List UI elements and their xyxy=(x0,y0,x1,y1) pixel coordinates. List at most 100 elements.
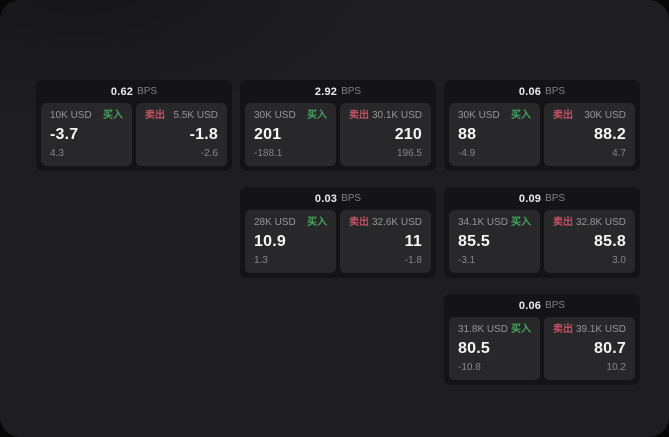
sell-amount: 30K USD xyxy=(584,110,626,121)
sell-tag: 卖出 xyxy=(349,110,369,121)
sell-panel[interactable]: 卖出 30.1K USD 210 196.5 xyxy=(340,103,431,166)
sell-panel-header: 卖出 39.1K USD xyxy=(553,324,626,336)
buy-panel-header: 10K USD 买入 xyxy=(50,110,123,122)
buy-amount: 30K USD xyxy=(254,110,296,121)
card-header: 0.62 BPS xyxy=(41,80,227,103)
sell-sub-value: 3.0 xyxy=(612,255,626,266)
buy-amount: 10K USD xyxy=(50,110,92,121)
sell-panel-header: 卖出 32.8K USD xyxy=(553,217,626,229)
buy-sub-value: 1.3 xyxy=(254,255,268,266)
buy-amount: 31.8K USD xyxy=(458,324,509,335)
bps-value: 0.06 xyxy=(518,299,542,312)
buy-sub-value: -4.9 xyxy=(458,148,476,159)
sell-price: 11 xyxy=(404,233,422,250)
quotes-grid: 0.62 BPS 10K USD 买入 -3.7 4.3 卖出 5.5K USD… xyxy=(36,80,640,385)
bps-unit: BPS xyxy=(341,193,362,204)
buy-panel[interactable]: 31.8K USD 买入 80.5 -10.8 xyxy=(449,317,540,380)
buy-panel[interactable]: 10K USD 买入 -3.7 4.3 xyxy=(41,103,132,166)
buy-panel[interactable]: 30K USD 买入 201 -188.1 xyxy=(245,103,336,166)
card-header: 0.03 BPS xyxy=(245,187,431,210)
sell-tag: 卖出 xyxy=(145,110,165,121)
quote-card: 0.62 BPS 10K USD 买入 -3.7 4.3 卖出 5.5K USD… xyxy=(36,80,232,171)
buy-panel-header: 28K USD 买入 xyxy=(254,217,327,229)
sell-amount: 39.1K USD xyxy=(575,324,626,335)
sell-sub-value: 196.5 xyxy=(396,148,422,159)
sell-price: 80.7 xyxy=(594,340,626,357)
card-header: 0.06 BPS xyxy=(449,294,635,317)
card-body: 28K USD 买入 10.9 1.3 卖出 32.6K USD 11 -1.8 xyxy=(245,210,431,273)
buy-panel-header: 34.1K USD 买入 xyxy=(458,217,531,229)
sell-sub-value: -1.8 xyxy=(404,255,422,266)
quote-card: 2.92 BPS 30K USD 买入 201 -188.1 卖出 30.1K … xyxy=(240,80,436,171)
bps-unit: BPS xyxy=(545,193,566,204)
buy-price: 10.9 xyxy=(254,233,286,250)
bps-unit: BPS xyxy=(341,86,362,97)
quote-card: 0.09 BPS 34.1K USD 买入 85.5 -3.1 卖出 32.8K… xyxy=(444,187,640,278)
sell-amount: 32.6K USD xyxy=(371,217,422,228)
buy-tag: 买入 xyxy=(511,324,531,335)
buy-panel[interactable]: 34.1K USD 买入 85.5 -3.1 xyxy=(449,210,540,273)
bps-unit: BPS xyxy=(545,86,566,97)
buy-sub-value: 4.3 xyxy=(50,148,64,159)
sell-panel[interactable]: 卖出 30K USD 88.2 4.7 xyxy=(544,103,635,166)
buy-price: 80.5 xyxy=(458,340,490,357)
bps-value: 0.09 xyxy=(518,192,542,205)
bps-value: 2.92 xyxy=(314,85,338,98)
buy-tag: 买入 xyxy=(103,110,123,121)
sell-panel-header: 卖出 30.1K USD xyxy=(349,110,422,122)
card-header: 0.06 BPS xyxy=(449,80,635,103)
card-body: 34.1K USD 买入 85.5 -3.1 卖出 32.8K USD 85.8… xyxy=(449,210,635,273)
sell-tag: 卖出 xyxy=(553,110,573,121)
sell-amount: 30.1K USD xyxy=(371,110,422,121)
buy-panel[interactable]: 30K USD 买入 88 -4.9 xyxy=(449,103,540,166)
bps-unit: BPS xyxy=(137,86,158,97)
buy-tag: 买入 xyxy=(511,110,531,121)
sell-sub-value: -2.6 xyxy=(200,148,218,159)
sell-tag: 卖出 xyxy=(553,324,573,335)
buy-price: 85.5 xyxy=(458,233,490,250)
card-body: 31.8K USD 买入 80.5 -10.8 卖出 39.1K USD 80.… xyxy=(449,317,635,380)
buy-price: 201 xyxy=(254,126,282,143)
sell-price: -1.8 xyxy=(189,126,218,143)
sell-amount: 32.8K USD xyxy=(575,217,626,228)
sell-price: 85.8 xyxy=(594,233,626,250)
buy-tag: 买入 xyxy=(307,217,327,228)
quote-card: 0.06 BPS 31.8K USD 买入 80.5 -10.8 卖出 39.1… xyxy=(444,294,640,385)
buy-amount: 28K USD xyxy=(254,217,296,228)
buy-panel-header: 30K USD 买入 xyxy=(254,110,327,122)
card-body: 30K USD 买入 201 -188.1 卖出 30.1K USD 210 1… xyxy=(245,103,431,166)
bps-value: 0.62 xyxy=(110,85,134,98)
sell-panel[interactable]: 卖出 39.1K USD 80.7 10.2 xyxy=(544,317,635,380)
card-header: 0.09 BPS xyxy=(449,187,635,210)
card-header: 2.92 BPS xyxy=(245,80,431,103)
quote-card: 0.06 BPS 30K USD 买入 88 -4.9 卖出 30K USD 8… xyxy=(444,80,640,171)
bps-unit: BPS xyxy=(545,300,566,311)
bps-value: 0.06 xyxy=(518,85,542,98)
sell-tag: 卖出 xyxy=(553,217,573,228)
sell-sub-value: 4.7 xyxy=(612,148,626,159)
buy-sub-value: -3.1 xyxy=(458,255,476,266)
buy-panel-header: 31.8K USD 买入 xyxy=(458,324,531,336)
sell-amount: 5.5K USD xyxy=(173,110,218,121)
buy-panel-header: 30K USD 买入 xyxy=(458,110,531,122)
quote-card: 0.03 BPS 28K USD 买入 10.9 1.3 卖出 32.6K US… xyxy=(240,187,436,278)
sell-panel-header: 卖出 30K USD xyxy=(553,110,626,122)
buy-price: -3.7 xyxy=(50,126,79,143)
buy-amount: 34.1K USD xyxy=(458,217,509,228)
sell-price: 210 xyxy=(394,126,422,143)
sell-panel[interactable]: 卖出 32.6K USD 11 -1.8 xyxy=(340,210,431,273)
bps-value: 0.03 xyxy=(314,192,338,205)
sell-panel-header: 卖出 32.6K USD xyxy=(349,217,422,229)
buy-tag: 买入 xyxy=(511,217,531,228)
buy-amount: 30K USD xyxy=(458,110,500,121)
sell-panel[interactable]: 卖出 32.8K USD 85.8 3.0 xyxy=(544,210,635,273)
sell-panel-header: 卖出 5.5K USD xyxy=(145,110,218,122)
sell-sub-value: 10.2 xyxy=(606,362,626,373)
card-body: 10K USD 买入 -3.7 4.3 卖出 5.5K USD -1.8 -2.… xyxy=(41,103,227,166)
buy-price: 88 xyxy=(458,126,477,143)
buy-sub-value: -10.8 xyxy=(458,362,481,373)
sell-price: 88.2 xyxy=(594,126,626,143)
sell-panel[interactable]: 卖出 5.5K USD -1.8 -2.6 xyxy=(136,103,227,166)
buy-panel[interactable]: 28K USD 买入 10.9 1.3 xyxy=(245,210,336,273)
